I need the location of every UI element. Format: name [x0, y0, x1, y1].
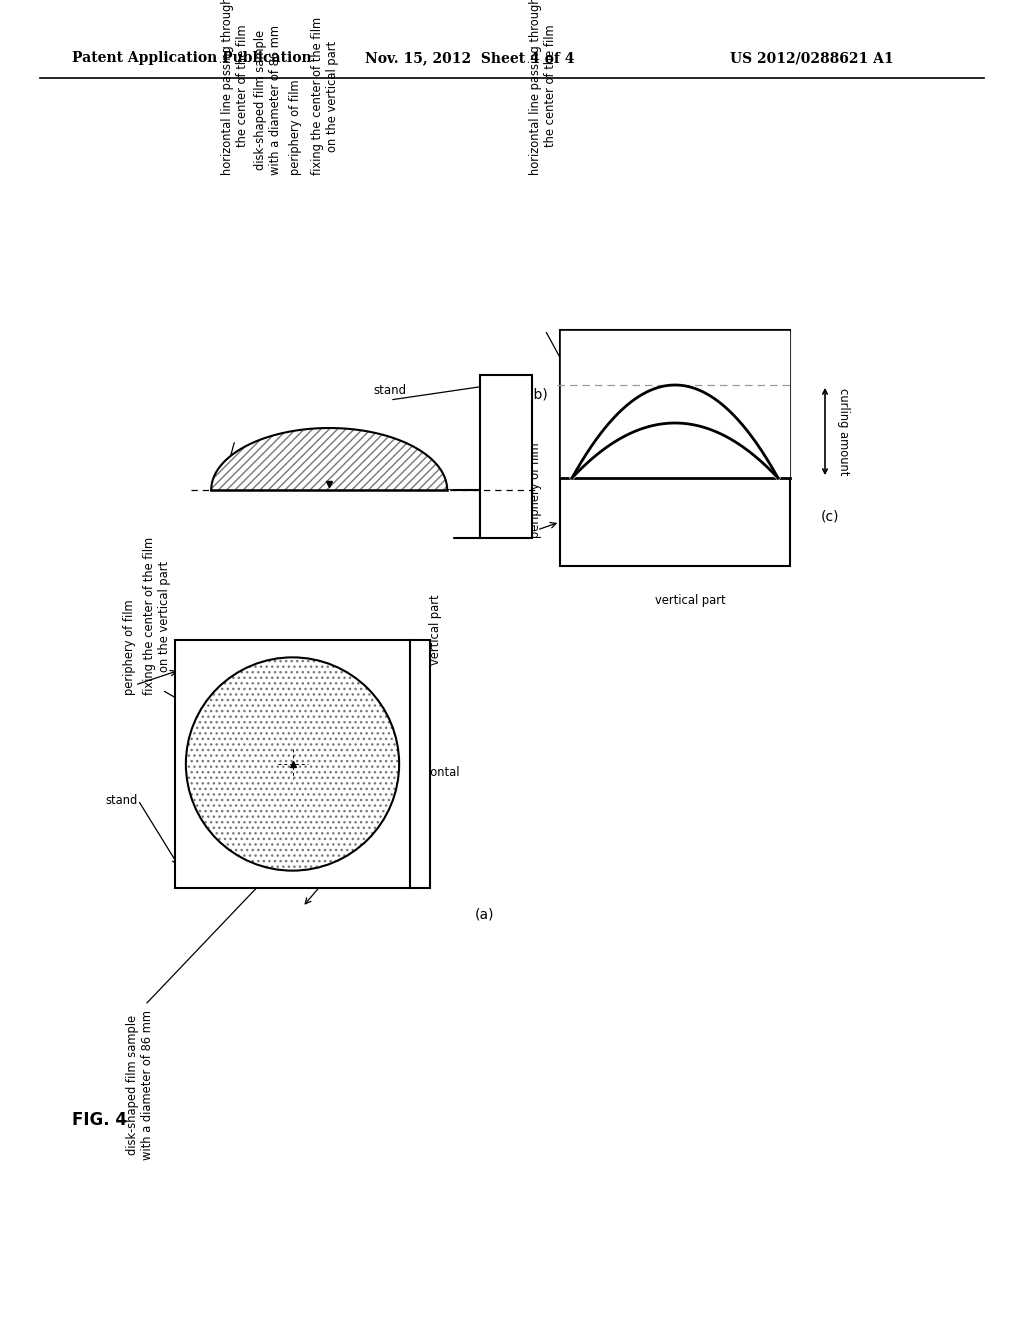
- Text: Nov. 15, 2012  Sheet 4 of 4: Nov. 15, 2012 Sheet 4 of 4: [365, 51, 574, 65]
- Bar: [560, 478, 790, 566]
- Bar: [560, 330, 790, 478]
- Text: (b): (b): [528, 388, 548, 403]
- Text: stand: stand: [374, 384, 407, 396]
- Text: periphery of film: periphery of film: [528, 442, 542, 537]
- Bar: [561, 331, 790, 477]
- Bar: [206, 490, 453, 557]
- Text: fixing the center of the film
on the vertical part: fixing the center of the film on the ver…: [311, 17, 339, 176]
- Text: stand: stand: [105, 793, 138, 807]
- Text: US 2012/0288621 A1: US 2012/0288621 A1: [730, 51, 894, 65]
- Bar: [560, 330, 790, 478]
- Text: FIG. 4: FIG. 4: [72, 1111, 127, 1129]
- Text: vertical part: vertical part: [654, 594, 725, 607]
- Text: disk-shaped film sample
with a diameter of 86 mm: disk-shaped film sample with a diameter …: [126, 1010, 154, 1160]
- Text: periphery of film: periphery of film: [289, 79, 301, 176]
- Bar: [220, 490, 480, 539]
- Text: curling amount: curling amount: [837, 388, 850, 475]
- Text: disk-shaped film sample
with a diameter of 86 mm: disk-shaped film sample with a diameter …: [254, 25, 282, 176]
- Bar: [175, 640, 430, 888]
- Text: horizontal
part: horizontal part: [402, 766, 460, 795]
- Bar: [560, 478, 790, 566]
- Text: (a): (a): [475, 908, 495, 921]
- Text: horizontal line passing through
the center of the film: horizontal line passing through the cent…: [529, 0, 557, 176]
- Ellipse shape: [211, 428, 447, 552]
- Bar: [480, 375, 532, 539]
- Circle shape: [186, 657, 399, 871]
- Bar: [220, 490, 480, 539]
- Text: fixing the center of the film
on the vertical part: fixing the center of the film on the ver…: [143, 537, 171, 696]
- Text: Patent Application Publication: Patent Application Publication: [72, 51, 311, 65]
- Text: (c): (c): [821, 510, 840, 524]
- Text: periphery of film: periphery of film: [124, 599, 136, 696]
- Bar: [175, 640, 430, 888]
- Text: vertical part: vertical part: [428, 594, 441, 665]
- Bar: [480, 375, 532, 539]
- Text: horizontal line passing through
the center of the film: horizontal line passing through the cent…: [221, 0, 249, 176]
